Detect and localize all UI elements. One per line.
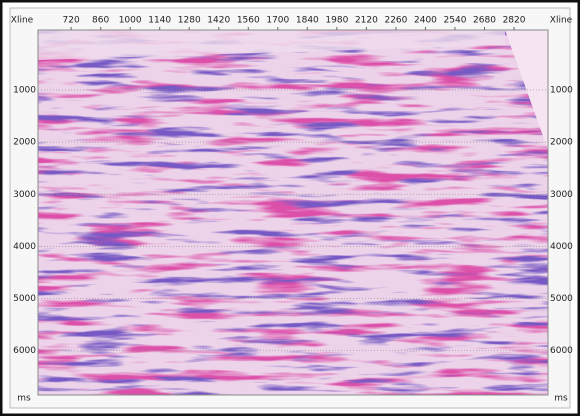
x-tick-label: 1420 (207, 16, 230, 26)
x-tick-label: 1840 (296, 16, 319, 26)
seismic-image (38, 30, 548, 395)
x-tick-label: 2540 (444, 16, 467, 26)
y-tick-label: 1000 (13, 85, 36, 95)
blue-amplitude (38, 30, 548, 395)
x-tick-label: 720 (63, 16, 80, 26)
y-tick-label: 2000 (13, 138, 36, 148)
x-axis-label: Xline (550, 16, 573, 26)
x-tick-label: 1700 (266, 16, 289, 26)
y-axis-label: ms (17, 394, 31, 404)
x-axis-label: Xline (11, 16, 34, 26)
x-tick-label: 2820 (503, 16, 526, 26)
y-tick-label: 6000 (550, 346, 573, 356)
x-tick-label: 1140 (148, 16, 171, 26)
x-tick-label: 2120 (355, 16, 378, 26)
y-tick-label: 3000 (13, 190, 36, 200)
page: Xline Xline ms ms 720 860 1000 1140 1280 1420… (0, 0, 580, 416)
y-tick-label: 1000 (550, 85, 573, 95)
y-tick-label: 4000 (550, 242, 573, 252)
y-tick-label: 3000 (550, 190, 573, 200)
x-tick-label: 1980 (325, 16, 348, 26)
seismic-view: Xline Xline ms ms 720 860 1000 1140 1280 1420… (0, 0, 580, 416)
x-tick-label: 860 (92, 16, 109, 26)
y-tick-label: 6000 (13, 346, 36, 356)
x-tick-label: 1280 (178, 16, 201, 26)
y-tick-label: 2000 (550, 138, 573, 148)
y-tick-label: 5000 (550, 294, 573, 304)
y-tick-label: 4000 (13, 242, 36, 252)
y-tick-label: 5000 (13, 294, 36, 304)
x-tick-label: 1560 (237, 16, 260, 26)
x-tick-label: 2260 (384, 16, 407, 26)
x-tick-label: 2400 (414, 16, 437, 26)
y-axis-label: ms (554, 394, 568, 404)
x-tick-label: 1000 (119, 16, 142, 26)
x-tick-label: 2680 (473, 16, 496, 26)
